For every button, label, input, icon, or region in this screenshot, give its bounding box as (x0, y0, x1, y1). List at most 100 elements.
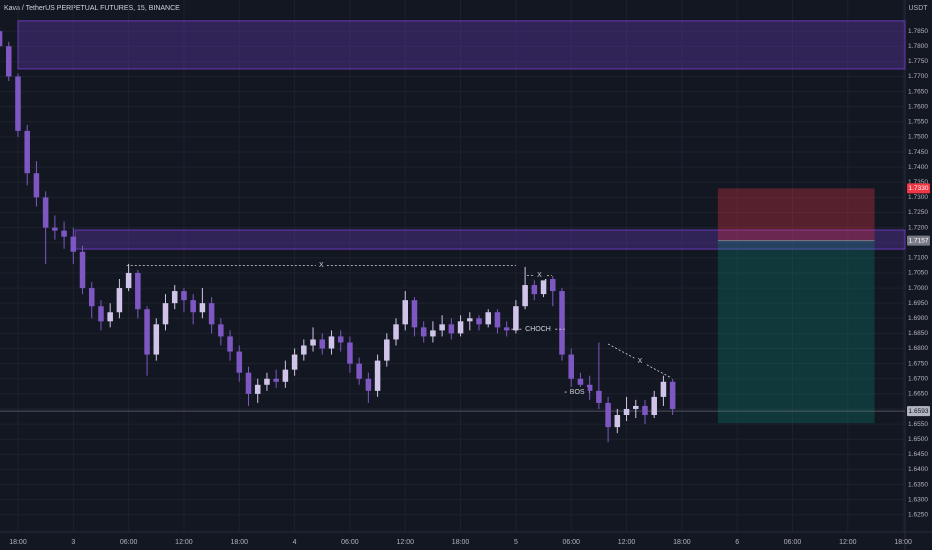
x-tick-label: 5 (514, 539, 518, 546)
candle-body (227, 336, 233, 352)
candle-body (577, 378, 584, 385)
y-tick-label: 1.6800 (908, 345, 928, 352)
x-tick-label: 18:00 (231, 539, 249, 546)
y-tick-label: 1.6500 (908, 436, 928, 443)
y-tick-label: 1.7400 (908, 164, 928, 171)
price-label-bg (907, 183, 930, 194)
y-tick-label: 1.6400 (908, 466, 928, 473)
candle-body (190, 300, 196, 313)
annotation-label: X (319, 262, 324, 269)
candle-body (503, 327, 510, 331)
candle-body (181, 291, 187, 301)
candle-body (107, 312, 113, 322)
x-tick-label: 4 (293, 539, 297, 546)
candle-body (596, 390, 602, 403)
y-tick-label: 1.7250 (908, 209, 928, 216)
x-tick-label: 6 (735, 539, 739, 546)
candle-body (236, 351, 243, 373)
y-tick-label: 1.6250 (908, 511, 928, 518)
candle-body (632, 405, 639, 409)
supply-zone (17, 20, 906, 70)
candle-body (153, 324, 160, 355)
candle-body (623, 408, 630, 416)
x-tick-label: 06:00 (562, 539, 580, 546)
candle-body (559, 291, 565, 355)
y-tick-label: 1.7800 (908, 43, 928, 50)
price-label: 1.7330 (909, 185, 929, 192)
candle-body (568, 354, 574, 379)
price-label: 1.7157 (909, 237, 929, 244)
x-tick-label: 12:00 (839, 539, 857, 546)
y-tick-label: 1.7650 (908, 88, 928, 95)
y-tick-label: 1.6650 (908, 391, 928, 398)
candle-body (144, 309, 150, 355)
x-tick-label: 12:00 (396, 539, 414, 546)
candle-body (0, 31, 3, 47)
candle-body (522, 285, 528, 307)
candle-body (282, 369, 289, 382)
candle-body (614, 415, 621, 428)
annotation-label: BOS (570, 389, 585, 396)
candle-body (33, 173, 40, 198)
y-tick-label: 1.6350 (908, 481, 928, 488)
y-tick-label: 1.6750 (908, 360, 928, 367)
annotation-label-bg (315, 260, 327, 271)
candle-body (125, 272, 132, 289)
candle-body (586, 384, 593, 391)
y-tick-label: 1.6450 (908, 451, 928, 458)
candle-body (24, 130, 30, 174)
candle-body (79, 251, 86, 289)
candle-body (208, 303, 215, 325)
candle-body (171, 291, 178, 304)
chart-title: Kava / TetherUS PERPETUAL FUTURES, 15, B… (4, 5, 180, 12)
x-tick-label: 06:00 (120, 539, 138, 546)
candle-body (642, 405, 648, 416)
candle-body (430, 330, 436, 337)
candle-body (494, 312, 501, 328)
y-tick-label: 1.6950 (908, 300, 928, 307)
annotation-label-bg (566, 387, 588, 398)
candle-body (42, 197, 49, 228)
y-tick-label: 1.6550 (908, 421, 928, 428)
candle-body (485, 312, 491, 325)
candle-body (411, 300, 418, 328)
candle-body (254, 384, 261, 394)
candle-body (605, 402, 611, 428)
candle-body (457, 321, 464, 334)
x-tick-label: 06:00 (341, 539, 359, 546)
candle-body (402, 300, 409, 325)
y-tick-label: 1.6850 (908, 330, 928, 337)
candle-body (98, 306, 104, 322)
candle-body (476, 318, 482, 325)
candle-body (319, 339, 326, 349)
y-tick-label: 1.7300 (908, 194, 928, 201)
annotation-label: X (638, 358, 643, 365)
candle-body (347, 342, 353, 364)
candle-body (660, 381, 667, 397)
candle-body (393, 324, 399, 340)
grid (0, 0, 905, 532)
candle-body (439, 324, 445, 331)
y-tick-label: 1.7600 (908, 103, 928, 110)
y-tick-label: 1.7500 (908, 134, 928, 141)
x-tick-label: 3 (71, 539, 75, 546)
candle-body (356, 363, 362, 379)
candle-body (531, 285, 538, 295)
candle-body (162, 303, 169, 325)
candle-body (291, 354, 298, 370)
x-tick-label: 12:00 (618, 539, 636, 546)
candle-body (199, 303, 206, 313)
candle-body (135, 272, 141, 310)
candle-body (264, 378, 270, 385)
y-tick-label: 1.7450 (908, 149, 928, 156)
candle-body (365, 378, 372, 391)
x-tick-label: 18:00 (673, 539, 691, 546)
x-tick-label: 18:00 (452, 539, 470, 546)
price-label-bg (907, 406, 930, 417)
candle-body (550, 278, 556, 292)
y-tick-label: 1.7200 (908, 224, 928, 231)
y-tick-label: 1.7350 (908, 179, 928, 186)
y-tick-label: 1.6900 (908, 315, 928, 322)
x-tick-label: 06:00 (784, 539, 802, 546)
